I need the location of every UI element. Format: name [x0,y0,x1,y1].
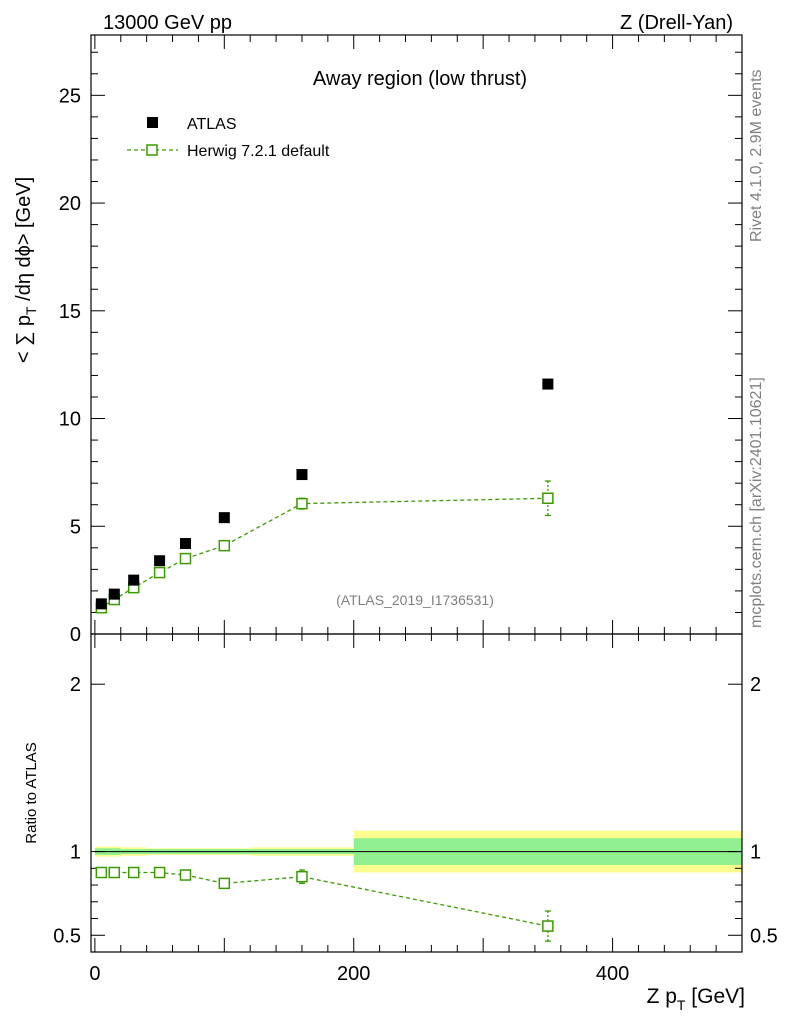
atlas-point [95,598,107,610]
ratio-mc-line [101,871,549,927]
analysis-label: (ATLAS_2019_I1736531) [336,592,494,608]
ratio-mc-series [95,866,554,942]
main-y-tick-label: 25 [59,85,81,107]
atlas-point [154,555,166,567]
main-y-tick-label: 15 [59,301,81,323]
legend-atlas-label: ATLAS [187,116,237,133]
legend-atlas-marker [147,117,158,128]
ratio-x-tick-label: 200 [337,963,370,985]
ratio-y-tick-label-right: 2 [750,674,761,696]
ylabel-main: < ∑ p [13,315,35,363]
xlabel-main: Z p [647,985,677,1008]
atlas-point [128,574,140,586]
ratio-axis-ticks [91,634,743,953]
main-y-tick-label: 10 [59,409,81,431]
legend-herwig-marker [146,144,158,156]
ratio-mc-point [153,866,166,879]
ylabel-rest: /dη dϕ> [GeV] [13,177,35,307]
main-y-tick-labels: 0 5 10 15 20 25 [59,85,81,646]
ratio-tick-labels: 0.5 0.5 1 1 2 2 0 200 400 [53,674,778,985]
ratio-y-axis-label: Ratio to ATLAS [23,742,40,843]
main-y-tick-label: 0 [70,624,81,646]
ratio-mc-point [218,877,231,890]
atlas-point [179,538,191,550]
ratio-y-tick-label-left: 0.5 [53,925,81,947]
ylabel-sub: T [23,306,39,315]
ratio-panel: 0.5 0.5 1 1 2 2 0 200 400 Ratio to ATLAS Z pT [G… [23,633,778,1013]
ratio-y-tick-label-left: 2 [70,674,81,696]
mc-point [296,497,308,510]
xlabel-sub: T [677,997,686,1013]
legend: ATLAS Herwig 7.2.1 default [127,116,330,160]
legend-herwig-label: Herwig 7.2.1 default [187,143,330,160]
source-label: mcplots.cern.ch [arXiv:2401.10621] [748,377,765,628]
atlas-point [542,378,554,390]
mc-point [153,566,166,579]
process-label: Z (Drell-Yan) [620,12,733,34]
mc-point [179,552,192,565]
atlas-point [296,469,308,481]
ratio-mc-point [179,869,192,881]
main-y-tick-label: 20 [59,193,81,215]
ratio-y-tick-label-left: 1 [70,842,81,864]
ratio-y-tick-label-right: 0.5 [750,925,778,947]
ratio-mc-point [296,870,308,883]
mc-line [101,497,548,609]
main-y-tick-label: 5 [70,516,81,538]
rivet-version-label: Rivet 4.1.0, 2.9M events [748,69,765,242]
ratio-frame [90,633,743,953]
main-y-axis-label: < ∑ pT /dη dϕ> [GeV] [13,177,39,363]
chart-title: Away region (low thrust) [313,68,527,90]
ratio-mc-point [95,866,108,879]
atlas-point [108,588,120,600]
atlas-series [95,378,554,610]
main-axis-ticks [91,35,743,635]
ratio-uncertainty-band [94,830,742,873]
main-panel: 0 5 10 15 20 25 Away region (low thrust) (ATL… [13,34,743,646]
ratio-mc-point [108,866,121,879]
energy-label: 13000 GeV pp [103,12,232,34]
x-axis-label: Z pT [GeV] [647,985,745,1013]
ratio-mc-point [542,920,554,932]
ratio-y-tick-label-right: 1 [750,842,761,864]
mc-point [218,539,231,552]
mc-point [542,492,554,505]
svg-text:< ∑ pT /dη dϕ> [GeV]: < ∑ pT /dη dϕ> [GeV] [13,177,39,363]
ratio-x-tick-label: 0 [89,963,100,985]
ratio-mc-point [127,866,140,879]
ratio-x-tick-label: 400 [596,963,629,985]
atlas-point [218,512,230,524]
xlabel-rest: [GeV] [685,985,745,1008]
